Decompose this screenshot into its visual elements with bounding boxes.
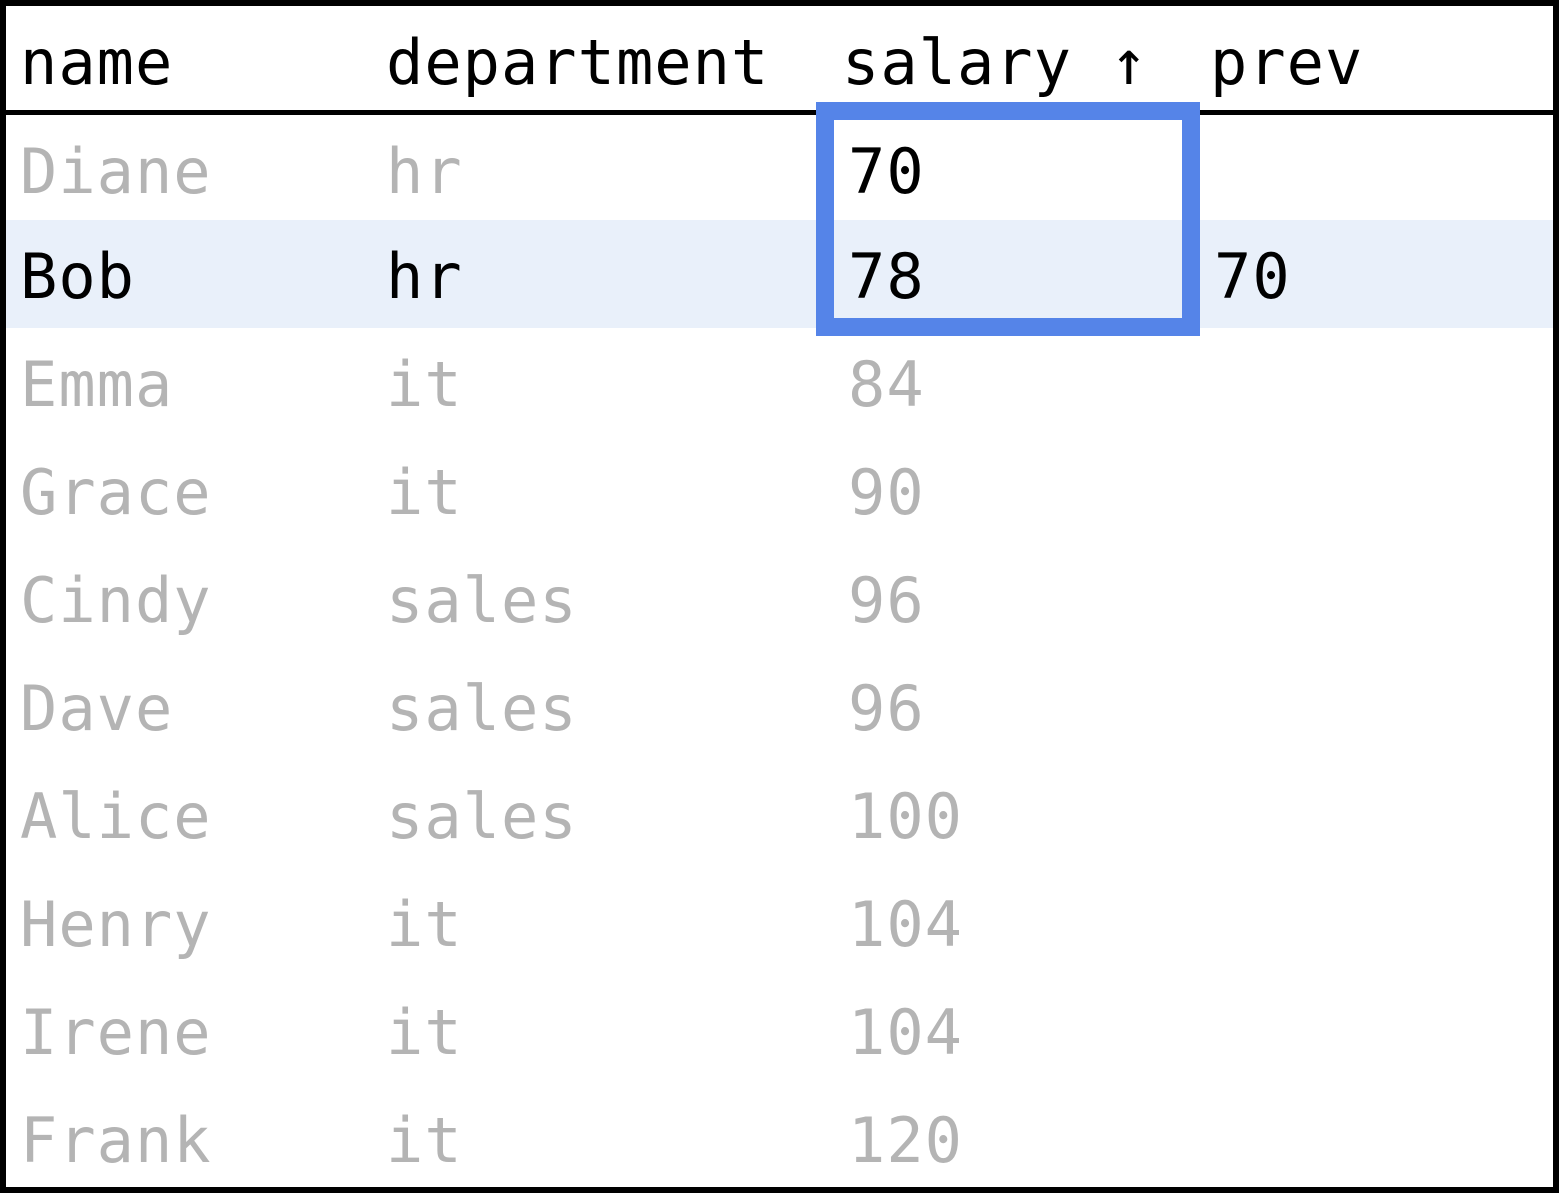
column-header-prev[interactable]: prev (1210, 26, 1364, 99)
cell-salary: 90 (848, 456, 925, 529)
table-row: Alice sales 100 (6, 760, 1553, 868)
cell-salary: 96 (848, 672, 925, 745)
table-row: Grace it 90 (6, 436, 1553, 544)
cell-name: Grace (20, 456, 212, 529)
cell-salary: 96 (848, 564, 925, 637)
column-header-department[interactable]: department (386, 26, 770, 99)
column-header-salary[interactable]: salary ↑ (842, 26, 1149, 99)
cell-department: it (386, 1104, 463, 1177)
cell-salary: 84 (848, 348, 925, 421)
cell-department: it (386, 888, 463, 961)
table-row: Emma it 84 (6, 328, 1553, 436)
cell-department: sales (386, 780, 578, 853)
cell-department: hr (386, 135, 463, 208)
cell-salary: 104 (848, 888, 963, 961)
table-row: Dave sales 96 (6, 652, 1553, 760)
table-row: Diane hr 70 (6, 115, 1553, 223)
table-header: name department salary ↑ prev (6, 6, 1553, 115)
cell-name: Bob (20, 240, 135, 313)
cell-salary: 70 (848, 135, 925, 208)
cell-department: sales (386, 564, 578, 637)
table-row: Cindy sales 96 (6, 544, 1553, 652)
table-row-active: Bob hr 78 70 (6, 220, 1553, 328)
table-row: Frank it 120 (6, 1084, 1553, 1192)
cell-name: Emma (20, 348, 174, 421)
cell-department: it (386, 456, 463, 529)
cell-name: Cindy (20, 564, 212, 637)
cell-prev: 70 (1214, 240, 1291, 313)
cell-name: Irene (20, 996, 212, 1069)
cell-salary: 100 (848, 780, 963, 853)
cell-name: Alice (20, 780, 212, 853)
cell-department: hr (386, 240, 463, 313)
column-header-name[interactable]: name (20, 26, 174, 99)
cell-salary: 78 (848, 240, 925, 313)
cell-name: Henry (20, 888, 212, 961)
cell-department: it (386, 348, 463, 421)
table-row: Henry it 104 (6, 868, 1553, 976)
cell-salary: 120 (848, 1104, 963, 1177)
cell-salary: 104 (848, 996, 963, 1069)
cell-department: sales (386, 672, 578, 745)
table-row: Irene it 104 (6, 976, 1553, 1084)
cell-name: Diane (20, 135, 212, 208)
cell-department: it (386, 996, 463, 1069)
cell-name: Dave (20, 672, 174, 745)
cell-name: Frank (20, 1104, 212, 1177)
